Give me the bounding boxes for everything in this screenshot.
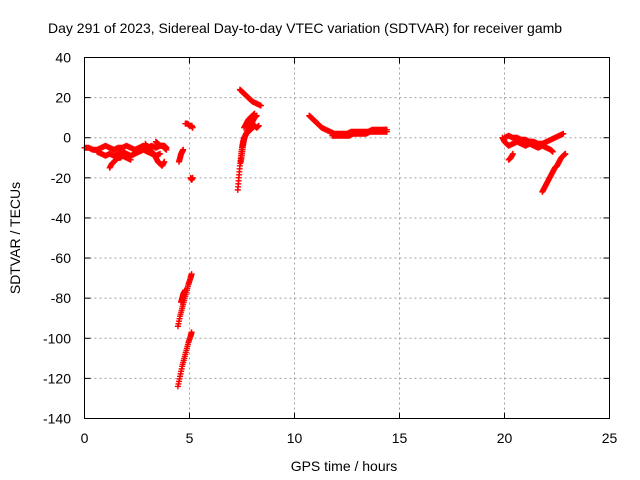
y-tick-label: -100 [43, 330, 71, 346]
grid [84, 57, 610, 419]
data-point [189, 124, 196, 131]
y-tick-label: -40 [51, 210, 71, 226]
chart-title: Day 291 of 2023, Sidereal Day-to-day VTE… [48, 20, 562, 36]
y-tick-label: -120 [43, 370, 71, 386]
y-tick-label: 20 [55, 90, 71, 106]
x-tick-label: 10 [287, 430, 303, 446]
series-arc-7 [182, 120, 196, 131]
y-axis-label: SDTVAR / TECUs [7, 182, 23, 294]
x-tick-label: 25 [602, 430, 618, 446]
data-point [163, 146, 170, 153]
x-tick-label: 20 [497, 430, 513, 446]
data-point [257, 102, 264, 109]
y-tick-label: -140 [43, 411, 71, 427]
y-tick-label: 40 [55, 50, 71, 66]
data-points [81, 86, 569, 390]
data-point [509, 150, 516, 157]
series-arc-9 [174, 271, 195, 330]
series-arc-20 [505, 150, 516, 163]
series-arc-21 [539, 150, 569, 195]
series-arc-6 [176, 146, 187, 165]
y-tick-label: -60 [51, 250, 71, 266]
series-arc-11 [174, 329, 195, 390]
plot-frame [84, 57, 610, 419]
y-tick-label: 0 [63, 130, 71, 146]
data-point [182, 287, 189, 294]
data-point [189, 174, 196, 181]
series-arc-18 [499, 134, 556, 155]
series-arc-14 [241, 110, 258, 131]
data-point [127, 156, 134, 163]
y-tick-label: -20 [51, 170, 71, 186]
series-arc-15 [236, 86, 264, 109]
data-point [549, 148, 556, 155]
y-tick-label: -80 [51, 290, 71, 306]
series-arc-17 [329, 128, 390, 139]
series-arc-4 [142, 140, 168, 169]
x-axis-label: GPS time / hours [291, 458, 398, 474]
series-arc-3 [106, 152, 134, 171]
data-point [157, 150, 164, 157]
data-point [180, 146, 187, 153]
series-arc-13 [237, 112, 260, 165]
x-tick-label: 15 [392, 430, 408, 446]
data-point [161, 158, 168, 165]
data-point [251, 110, 258, 117]
data-point [383, 128, 390, 135]
series-arc-5 [152, 138, 170, 153]
axis-ticks: 0 5 10 15 20 25 -140 -120 -100 -80 -60 -40 -20 0 20 40 [43, 50, 618, 447]
x-tick-label: 0 [81, 430, 89, 446]
data-point [255, 122, 262, 129]
x-tick-label: 5 [186, 430, 194, 446]
data-point [562, 150, 569, 157]
data-point [560, 130, 567, 137]
series-arc-10 [178, 287, 189, 306]
data-point [188, 329, 195, 336]
series-arc-19 [501, 130, 567, 147]
data-point [188, 271, 195, 278]
series-arc-8 [187, 174, 196, 183]
